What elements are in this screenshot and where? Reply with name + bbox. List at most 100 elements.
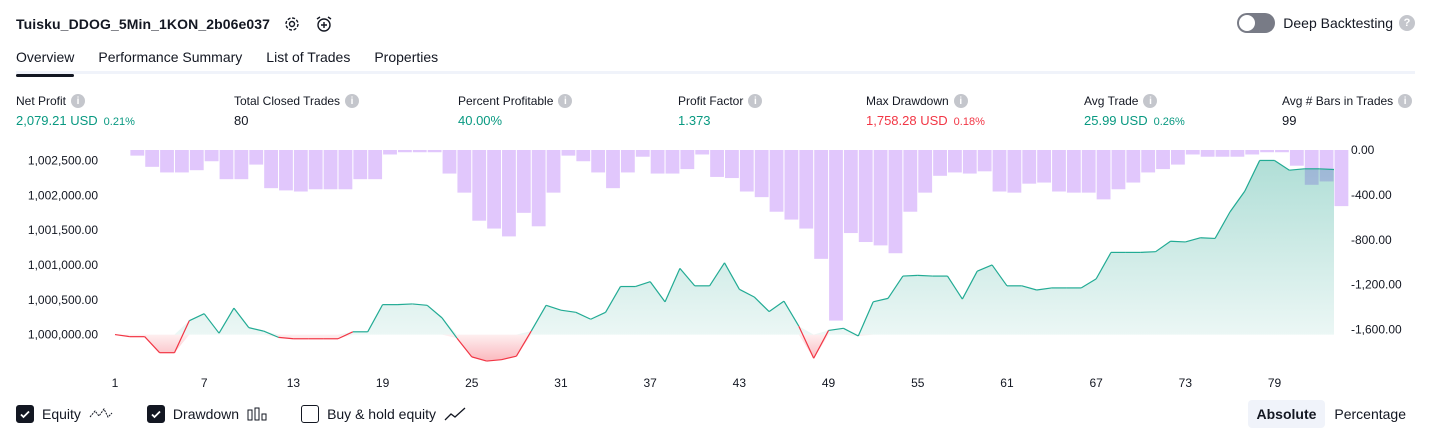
equity-line-segment bbox=[367, 304, 384, 333]
equity-line-segment bbox=[233, 307, 250, 328]
drawdown-bar bbox=[591, 150, 606, 173]
drawdown-bar bbox=[189, 150, 204, 171]
info-icon[interactable]: i bbox=[1398, 94, 1413, 108]
left-axis-tick-label: 1,000,500.00 bbox=[28, 293, 98, 307]
right-axis-tick-label: -400.00 bbox=[1351, 188, 1392, 202]
equity-line-segment bbox=[976, 264, 993, 272]
x-axis-tick-label: 7 bbox=[201, 376, 208, 390]
equity-line-segment bbox=[723, 262, 740, 290]
equity-line-segment bbox=[679, 268, 696, 287]
info-icon[interactable]: i bbox=[558, 94, 573, 108]
report-header: Tuisku_DDOG_5Min_1KON_2b06e037 bbox=[16, 12, 334, 36]
info-icon[interactable]: i bbox=[748, 94, 763, 108]
equity-line-segment bbox=[189, 313, 205, 322]
drawdown-bar bbox=[412, 150, 427, 153]
drawdown-bar bbox=[1037, 150, 1052, 183]
deep-backtesting: Deep Backtesting ? bbox=[1237, 13, 1415, 33]
info-icon[interactable]: i bbox=[345, 94, 360, 108]
equity-line-segment bbox=[144, 336, 161, 354]
mode-percentage-button[interactable]: Percentage bbox=[1334, 406, 1406, 422]
x-axis-tick-label: 37 bbox=[643, 376, 657, 390]
mode-absolute-button[interactable]: Absolute bbox=[1247, 400, 1326, 428]
equity-line-segment bbox=[114, 333, 130, 338]
drawdown-bar bbox=[799, 150, 814, 229]
drawdown-bar bbox=[769, 150, 784, 212]
info-icon[interactable]: i bbox=[953, 94, 968, 108]
drawdown-bar bbox=[1230, 150, 1245, 157]
buy-hold-line-icon bbox=[444, 407, 466, 421]
equity-line-segment bbox=[501, 355, 517, 361]
drawdown-bar bbox=[710, 150, 724, 177]
drawdown-bar bbox=[992, 150, 1007, 192]
metric-value: 99 bbox=[1282, 113, 1297, 128]
drawdown-bar bbox=[680, 150, 695, 170]
drawdown-bar bbox=[635, 150, 650, 157]
drawdown-bar bbox=[888, 150, 903, 254]
deep-backtesting-toggle[interactable] bbox=[1237, 13, 1276, 33]
equity-line-segment bbox=[961, 270, 978, 300]
left-axis-tick-label: 1,002,000.00 bbox=[28, 188, 98, 202]
drawdown-bar bbox=[1052, 150, 1066, 192]
drawdown-bar bbox=[472, 150, 487, 221]
drawdown-bar bbox=[933, 150, 947, 176]
drawdown-bar bbox=[695, 150, 710, 155]
alarm-add-icon[interactable] bbox=[314, 14, 334, 34]
drawdown-checkbox[interactable] bbox=[146, 405, 165, 423]
equity-drawdown-chart[interactable]: 1,002,500.00 1,002,000.00 1,001,500.00 1,00… bbox=[0, 140, 1431, 398]
buy-hold-checkbox[interactable] bbox=[301, 405, 320, 423]
drawdown-bar bbox=[918, 150, 933, 193]
help-icon[interactable]: ? bbox=[1399, 15, 1415, 31]
equity-line-segment bbox=[1244, 160, 1261, 192]
legend-buy-hold-equity[interactable]: Buy & hold equity bbox=[301, 405, 466, 423]
tab-overview[interactable]: Overview bbox=[16, 44, 75, 77]
equity-checkbox[interactable] bbox=[16, 405, 34, 423]
legend-label: Equity bbox=[42, 406, 81, 422]
equity-line-segment bbox=[1319, 168, 1335, 171]
drawdown-bar bbox=[487, 150, 501, 229]
drawdown-bar bbox=[130, 150, 145, 156]
metric-value: 25.99 USD bbox=[1084, 113, 1148, 128]
metric-value: 2,079.21 USD bbox=[16, 113, 98, 128]
equity-line-segment bbox=[1274, 159, 1290, 171]
x-axis-tick-label: 25 bbox=[465, 376, 479, 390]
tab-properties[interactable]: Properties bbox=[374, 49, 439, 65]
drawdown-bar bbox=[561, 150, 576, 156]
legend-label: Buy & hold equity bbox=[327, 406, 437, 422]
equity-line-segment bbox=[991, 264, 1008, 287]
drawdown-bar bbox=[427, 150, 442, 153]
drawdown-bar bbox=[1081, 150, 1096, 193]
drawdown-bar bbox=[1334, 150, 1349, 207]
info-icon[interactable]: i bbox=[71, 94, 86, 108]
info-icon[interactable]: i bbox=[1143, 94, 1158, 108]
drawdown-bar bbox=[264, 150, 279, 189]
metric-label: Total Closed Trades bbox=[234, 94, 341, 108]
equity-line-segment bbox=[173, 320, 190, 353]
equity-line-segment bbox=[1080, 278, 1097, 289]
drawdown-bar bbox=[1200, 150, 1215, 157]
legend-equity[interactable]: Equity bbox=[16, 405, 113, 423]
equity-line-segment bbox=[1095, 252, 1112, 280]
legend-drawdown[interactable]: Drawdown bbox=[146, 405, 267, 423]
equity-line-segment bbox=[857, 301, 874, 337]
drawdown-bar bbox=[502, 150, 516, 237]
metric-percent-profitable: Percent Profitable i 40.00% bbox=[458, 93, 573, 128]
drawdown-bar bbox=[1007, 150, 1022, 193]
equity-line-segment bbox=[873, 297, 889, 303]
drawdown-bar bbox=[814, 150, 829, 259]
drawdown-bar bbox=[843, 150, 858, 234]
equity-line-segment bbox=[515, 330, 532, 357]
x-axis-tick-label: 1 bbox=[112, 376, 119, 390]
drawdown-bar bbox=[829, 150, 843, 321]
right-axis-tick-label: 0.00 bbox=[1351, 143, 1375, 157]
drawdown-bar bbox=[1141, 150, 1156, 173]
deep-backtesting-label: Deep Backtesting bbox=[1283, 15, 1393, 31]
drawdown-bar bbox=[1111, 150, 1126, 190]
drawdown-bar bbox=[739, 150, 754, 192]
tab-list-of-trades[interactable]: List of Trades bbox=[266, 49, 351, 65]
metrics-row: Net Profit i 2,079.21 USD 0.21% Total Clos… bbox=[16, 93, 1414, 133]
drawdown-bar bbox=[249, 150, 264, 165]
tab-performance-summary[interactable]: Performance Summary bbox=[98, 49, 243, 65]
equity-line-segment bbox=[545, 304, 562, 311]
drawdown-bar bbox=[531, 150, 546, 227]
gear-icon[interactable] bbox=[282, 14, 302, 34]
